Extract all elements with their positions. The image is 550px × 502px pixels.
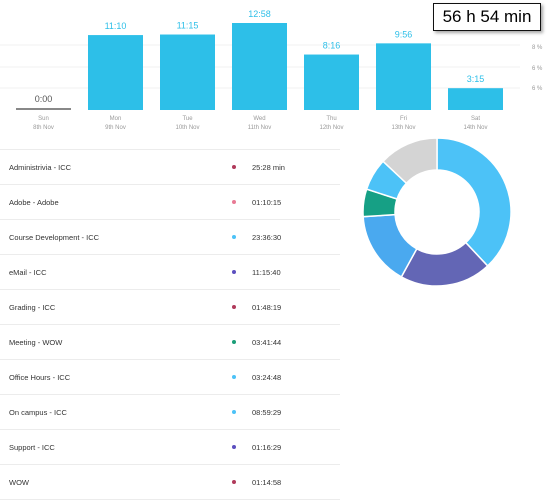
day-label: Fri (400, 116, 407, 122)
activity-time: 01:10:15 (252, 198, 282, 207)
activity-color-dot (232, 445, 236, 449)
activity-color-dot (232, 200, 236, 204)
day-label: Tue (182, 116, 193, 122)
activity-color-dot (232, 375, 236, 379)
activity-time: 25:28 min (252, 163, 285, 172)
bar (376, 43, 431, 110)
activity-time: 01:16:29 (252, 443, 282, 452)
activity-name: Grading - ICC (9, 303, 56, 312)
activity-time: 11:15:40 (252, 268, 281, 277)
activity-list: Administrivia - ICC 25:28 min Adobe - Adob… (0, 150, 340, 500)
activity-row[interactable]: Course Development - ICC 23:36:30 (0, 220, 340, 255)
bar-value-label: 9:56 (395, 29, 413, 39)
activity-name: Office Hours - ICC (9, 373, 71, 382)
bar (448, 88, 503, 110)
activity-time: 23:36:30 (252, 233, 282, 242)
axis-percent-label: 8 % (532, 45, 543, 51)
activity-time: 03:24:48 (252, 373, 282, 382)
date-label: 8th Nov (33, 125, 54, 131)
bar-value-label: 8:16 (323, 41, 341, 51)
bar (88, 35, 143, 111)
bar-value-label: 12:58 (248, 9, 271, 19)
date-label: 11th Nov (248, 125, 272, 131)
activity-row[interactable]: Office Hours - ICC 03:24:48 (0, 360, 340, 395)
activity-row[interactable]: On campus - ICC 08:59:29 (0, 395, 340, 430)
activity-color-dot (232, 410, 236, 414)
activity-row[interactable]: Meeting - WOW 03:41:44 (0, 325, 340, 360)
date-label: 12th Nov (319, 125, 343, 131)
activity-name: eMail - ICC (9, 268, 47, 277)
activity-color-dot (232, 480, 236, 484)
activity-row[interactable]: WOW 01:14:58 (0, 465, 340, 500)
activity-time: 03:41:44 (252, 338, 282, 347)
day-label: Thu (326, 116, 336, 122)
total-time-badge: 56 h 54 min (433, 3, 541, 31)
activity-name: Administrivia - ICC (9, 163, 72, 172)
activity-row[interactable]: Support - ICC 01:16:29 (0, 430, 340, 465)
bar (160, 34, 215, 111)
date-label: 10th Nov (175, 125, 199, 131)
donut-slice[interactable] (381, 137, 438, 185)
bar-value-label: 11:15 (177, 21, 199, 31)
activity-color-dot (232, 270, 236, 274)
activity-color-dot (232, 235, 236, 239)
date-label: 9th Nov (105, 125, 126, 131)
axis-percent-label: 6 % (532, 86, 543, 92)
activity-color-dot (232, 165, 236, 169)
activity-name: On campus - ICC (9, 408, 67, 417)
activity-time: 01:14:58 (252, 478, 282, 487)
bar-value-label: 11:10 (105, 21, 127, 31)
activity-row[interactable]: Administrivia - ICC 25:28 min (0, 150, 340, 185)
day-label: Sat (471, 116, 480, 122)
activity-color-dot (232, 340, 236, 344)
date-label: 13th Nov (391, 125, 415, 131)
day-label: Wed (253, 116, 265, 122)
activity-name: WOW (9, 478, 29, 487)
donut-slice[interactable] (436, 137, 512, 268)
bar (232, 23, 287, 110)
activity-row[interactable]: Grading - ICC 01:48:19 (0, 290, 340, 325)
activity-donut-chart (362, 137, 512, 287)
weekly-bar-chart: 0:00 Sun 8th Nov 11:10 Mon 9th Nov 11:15 Tue 10t… (0, 9, 520, 131)
activity-time: 08:59:29 (252, 408, 282, 417)
activity-time: 01:48:19 (252, 303, 282, 312)
bar-value-label: 3:15 (467, 74, 485, 84)
bar (16, 108, 71, 110)
bar-value-label: 0:00 (35, 94, 53, 104)
activity-row[interactable]: eMail - ICC 11:15:40 (0, 255, 340, 290)
day-label: Sun (38, 116, 49, 122)
activity-name: Adobe - Adobe (9, 198, 59, 207)
axis-percent-label: 6 % (532, 66, 543, 72)
activity-name: Course Development - ICC (9, 233, 100, 242)
date-label: 14th Nov (463, 125, 487, 131)
activity-name: Meeting - WOW (9, 338, 63, 347)
list-divider (0, 149, 340, 150)
day-label: Mon (110, 116, 122, 122)
activity-name: Support - ICC (9, 443, 55, 452)
bar (304, 54, 359, 110)
activity-row[interactable]: Adobe - Adobe 01:10:15 (0, 185, 340, 220)
activity-color-dot (232, 305, 236, 309)
